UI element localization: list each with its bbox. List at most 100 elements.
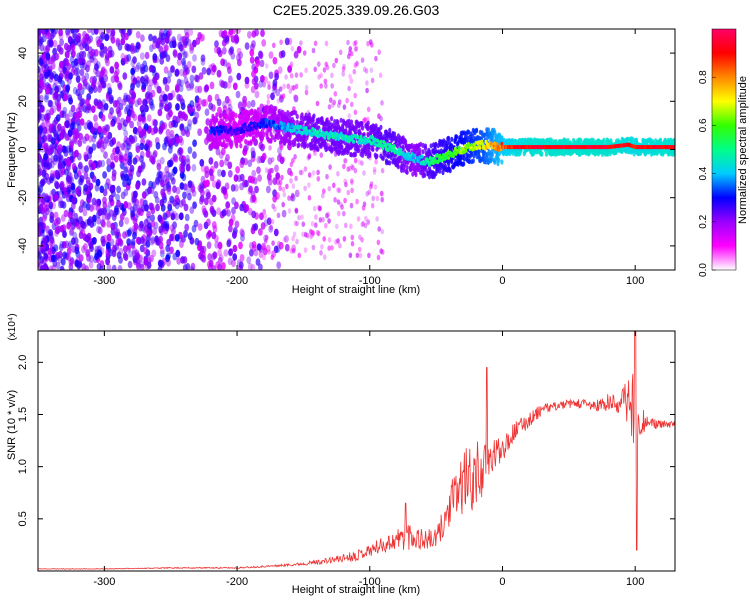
spectrogram-cell: [325, 173, 329, 180]
spectrogram-ridge-halo: [288, 134, 292, 140]
spectrogram-cell: [228, 218, 234, 227]
spectrogram-cell: [162, 76, 168, 85]
spectrogram-cell: [370, 77, 375, 84]
spectrogram-ridge-halo: [360, 121, 364, 127]
spectrogram-cell: [140, 109, 146, 118]
spectrogram-ridge-halo: [447, 135, 451, 141]
spectrogram-cell: [221, 186, 227, 194]
spectrogram-ridge: [262, 120, 265, 125]
spectrogram-cell: [70, 104, 76, 113]
spectrogram-cell: [199, 159, 205, 167]
spectrogram-cell: [38, 188, 42, 196]
spectrogram-cell: [116, 199, 121, 208]
spectrogram-cell: [295, 238, 299, 245]
spectrogram-cell: [131, 250, 137, 258]
spectrogram-ridge-halo: [502, 137, 506, 144]
spectrogram-cell: [242, 203, 248, 212]
spectrogram-cell: [373, 184, 378, 190]
spectrogram-cell: [324, 83, 328, 89]
spectrogram-cell: [276, 212, 281, 219]
spectrogram-cell: [191, 164, 197, 172]
spectrogram-cell: [136, 119, 142, 128]
spectrogram-cell: [350, 187, 354, 194]
spectrogram-ridge: [299, 124, 303, 129]
spectrogram-cell: [117, 80, 122, 89]
spectrogram-cell: [226, 209, 231, 217]
spectrogram-ridge-halo: [366, 126, 370, 132]
spectrogram-cell: [251, 70, 256, 78]
spectrogram-cell: [43, 252, 49, 261]
spectrogram-cell: [361, 205, 366, 211]
spectrogram-cell: [256, 166, 261, 174]
spectrogram-cell: [355, 60, 359, 67]
spectrogram-cell: [62, 251, 68, 259]
spectrogram-cell: [38, 203, 44, 212]
spectrogram-cell: [321, 192, 325, 199]
spectrogram-cell: [288, 88, 293, 94]
spectrogram-cell: [61, 183, 66, 192]
spectrogram-cell: [42, 214, 47, 222]
spectrogram-cell: [184, 213, 190, 222]
spectrogram-cell: [60, 128, 66, 137]
spectrogram-cell: [319, 250, 323, 256]
spectrogram-ridge: [249, 121, 253, 126]
spectrogram-cell: [224, 95, 230, 104]
spectrogram-cell: [139, 142, 145, 151]
spectrogram-cell: [380, 190, 384, 197]
spectrogram-cell: [274, 164, 279, 173]
spectrogram-ridge-halo: [317, 118, 321, 125]
spectrogram-cell: [123, 253, 129, 261]
spectrogram-cell: [88, 135, 93, 143]
spectrogram-cell: [254, 90, 260, 99]
spectrogram-ridge-halo: [404, 139, 408, 145]
spectrogram-cell: [349, 202, 354, 209]
spectrogram-cell: [303, 185, 307, 192]
spectrogram-cell: [63, 42, 69, 51]
spectrogram-cell: [68, 145, 74, 153]
spectrogram-cell: [372, 169, 377, 175]
spectrogram-cell: [192, 201, 198, 209]
spectrogram-cell: [222, 100, 227, 109]
spectrogram-cell: [126, 229, 132, 237]
spectrogram-cell: [172, 221, 177, 229]
spectrogram-cell: [353, 92, 358, 99]
spectrogram-ridge-halo: [578, 151, 582, 157]
spectrogram-cell: [262, 247, 268, 256]
spectrogram-cell: [127, 151, 133, 160]
spectrogram-cell: [365, 191, 370, 197]
spectrogram-ridge-halo: [462, 156, 467, 162]
spectrogram-cell: [44, 144, 50, 153]
spectrogram-cell: [115, 228, 121, 236]
spectrogram-cell: [73, 212, 79, 221]
spectrogram-cell: [86, 60, 91, 68]
spectrogram-ridge-halo: [232, 111, 236, 117]
spectrogram-cell: [231, 206, 236, 215]
spectrogram-cell: [75, 75, 81, 84]
spectrogram-cell: [137, 207, 142, 215]
spectrogram-ridge-halo: [421, 149, 425, 155]
spectrogram-cell: [86, 29, 92, 34]
spectrogram-cell: [52, 83, 58, 91]
spectrogram-cell: [139, 198, 145, 206]
spectrogram-cell: [201, 255, 207, 263]
spectrogram-cell: [66, 247, 72, 255]
spectrogram-cell: [53, 244, 59, 252]
spectrogram-cell: [53, 192, 59, 201]
spectrogram-cell: [256, 156, 262, 164]
spectrogram-cell: [71, 162, 77, 171]
spectrogram-cell: [53, 211, 59, 220]
spectrogram-ridge: [386, 142, 390, 147]
spectrogram-cell: [47, 133, 52, 142]
spectrogram-cell: [81, 50, 87, 59]
spectrogram-cell: [162, 93, 168, 102]
spectrogram-cell: [184, 223, 190, 232]
spectrogram-cell: [128, 104, 133, 112]
spectrogram-cell: [38, 58, 44, 66]
spectrogram-ridge-halo: [416, 167, 420, 173]
spectrogram-cell: [58, 250, 63, 259]
spectrogram-marks: [38, 29, 675, 270]
spectrogram-cell: [320, 244, 324, 250]
spectrogram-ridge-halo: [418, 147, 422, 153]
spectrogram-cell: [358, 252, 363, 259]
spectrogram-cell: [239, 253, 245, 262]
